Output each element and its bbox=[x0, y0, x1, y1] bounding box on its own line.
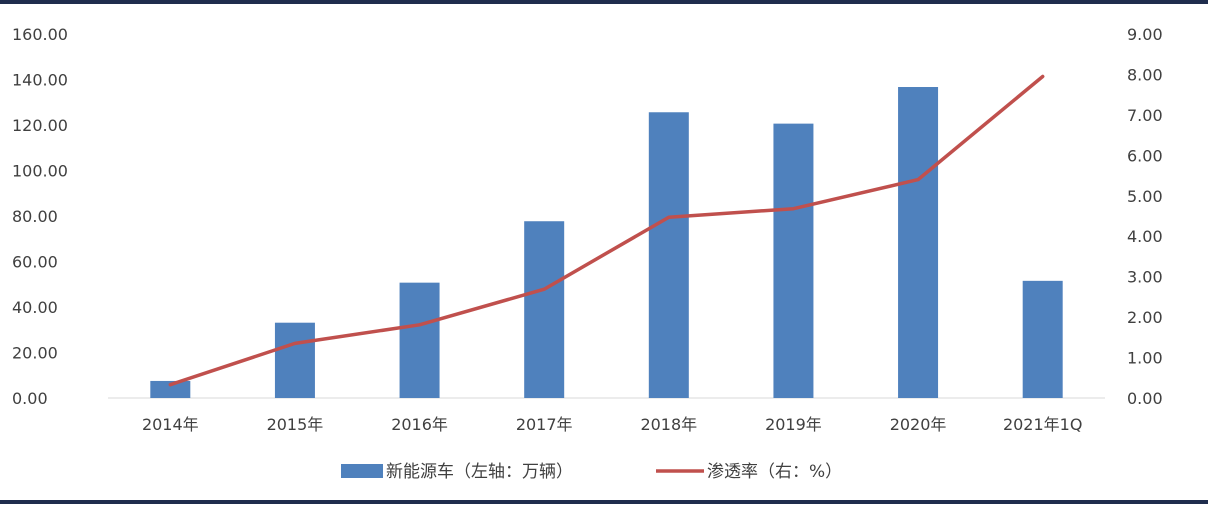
x-tick-label: 2017年 bbox=[516, 415, 573, 434]
right-tick-label: 1.00 bbox=[1127, 349, 1163, 368]
x-tick-label: 2020年 bbox=[890, 415, 947, 434]
x-axis-ticks: 2014年 2015年 2016年 2017年 2018年 2019年 2020年 2021年… bbox=[142, 415, 1082, 434]
right-tick-label: 8.00 bbox=[1127, 65, 1163, 84]
left-tick-label: 120.00 bbox=[12, 116, 68, 135]
right-tick-label: 0.00 bbox=[1127, 389, 1163, 408]
left-tick-label: 60.00 bbox=[12, 253, 58, 272]
legend-line-label: 渗透率（右：%） bbox=[707, 462, 842, 482]
right-tick-label: 5.00 bbox=[1127, 187, 1163, 206]
bar bbox=[1022, 280, 1063, 398]
bottom-border bbox=[0, 500, 1208, 504]
right-tick-label: 7.00 bbox=[1127, 106, 1163, 125]
left-tick-label: 100.00 bbox=[12, 162, 68, 181]
bar bbox=[773, 123, 814, 398]
legend: 新能源车（左轴：万辆） 渗透率（右：%） bbox=[341, 462, 842, 482]
right-tick-label: 6.00 bbox=[1127, 146, 1163, 165]
bar bbox=[150, 380, 191, 398]
bar bbox=[648, 112, 689, 398]
right-tick-label: 4.00 bbox=[1127, 227, 1163, 246]
combo-chart: 0.00 20.00 40.00 60.00 80.00 100.00 120.00 140.… bbox=[12, 25, 1163, 482]
legend-bar-swatch bbox=[341, 464, 383, 478]
right-tick-label: 9.00 bbox=[1127, 25, 1163, 44]
penetration-rate-line bbox=[168, 74, 1045, 387]
bar bbox=[898, 87, 939, 398]
left-axis-ticks: 0.00 20.00 40.00 60.00 80.00 100.00 120.00 140.… bbox=[12, 25, 68, 408]
right-axis-ticks: 0.00 1.00 2.00 3.00 4.00 5.00 6.00 7.00 8.00 9.00 bbox=[1127, 25, 1163, 408]
bar-series bbox=[150, 87, 1063, 398]
bar bbox=[274, 322, 315, 398]
x-tick-label: 2014年 bbox=[142, 415, 199, 434]
x-tick-label: 2018年 bbox=[640, 415, 697, 434]
left-tick-label: 160.00 bbox=[12, 25, 68, 44]
left-tick-label: 140.00 bbox=[12, 71, 68, 90]
x-tick-label: 2015年 bbox=[267, 415, 324, 434]
bar bbox=[399, 282, 440, 398]
x-tick-label: 2019年 bbox=[765, 415, 822, 434]
top-border bbox=[0, 0, 1208, 4]
right-tick-label: 3.00 bbox=[1127, 268, 1163, 287]
left-tick-label: 80.00 bbox=[12, 207, 58, 226]
left-tick-label: 40.00 bbox=[12, 298, 58, 317]
left-tick-label: 20.00 bbox=[12, 344, 58, 363]
bar bbox=[524, 221, 565, 398]
x-tick-label: 2021年1Q bbox=[1003, 415, 1083, 434]
right-tick-label: 2.00 bbox=[1127, 308, 1163, 327]
left-tick-label: 0.00 bbox=[12, 389, 48, 408]
legend-bar-label: 新能源车（左轴：万辆） bbox=[386, 462, 573, 482]
x-tick-label: 2016年 bbox=[391, 415, 448, 434]
